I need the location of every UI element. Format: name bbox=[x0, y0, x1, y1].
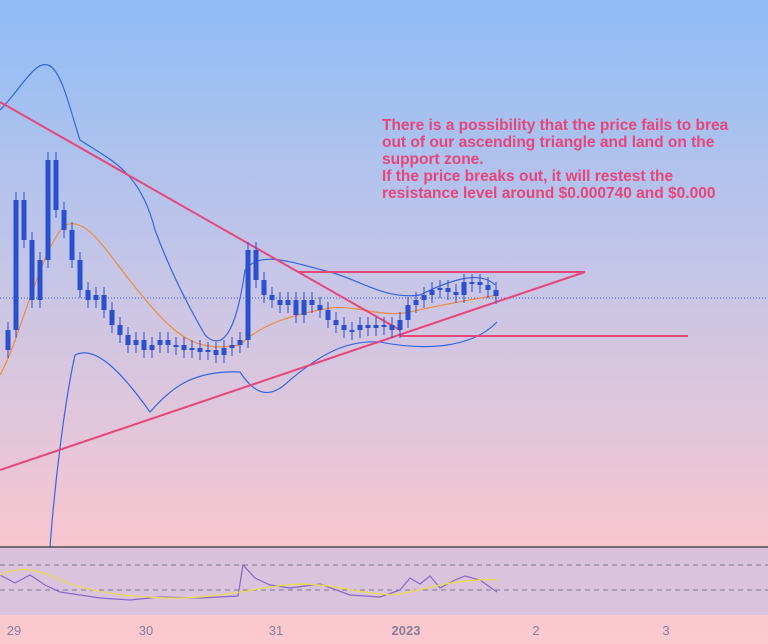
candle-body bbox=[397, 320, 403, 330]
annotation-line: resistance level around $0.000740 and $0… bbox=[382, 185, 715, 202]
candle-body bbox=[293, 300, 299, 315]
x-label: 31 bbox=[269, 623, 283, 638]
candle-body bbox=[373, 325, 379, 328]
lower-band bbox=[49, 321, 498, 548]
rsi-line bbox=[0, 563, 498, 601]
candle-body bbox=[493, 290, 499, 296]
candle-body bbox=[109, 310, 115, 325]
candle-body bbox=[93, 295, 99, 300]
rsi-average bbox=[0, 569, 498, 599]
candle-body bbox=[421, 295, 427, 300]
candle-body bbox=[429, 290, 435, 295]
candle-body bbox=[29, 240, 35, 300]
candle-body bbox=[325, 310, 331, 320]
candle-body bbox=[77, 260, 83, 290]
candle-body bbox=[253, 250, 259, 280]
candles bbox=[5, 152, 499, 363]
candle-body bbox=[213, 350, 219, 355]
candle-body bbox=[101, 295, 107, 310]
candle-body bbox=[133, 340, 139, 345]
candle-body bbox=[165, 340, 171, 345]
candle-body bbox=[229, 345, 235, 348]
candle-body bbox=[485, 285, 491, 290]
candle-body bbox=[13, 200, 19, 330]
candle-body bbox=[237, 340, 243, 345]
annotation-line: support zone. bbox=[382, 151, 484, 168]
candle-body bbox=[197, 348, 203, 352]
x-label: 29 bbox=[7, 623, 21, 638]
candle-body bbox=[445, 288, 451, 292]
candle-body bbox=[149, 345, 155, 350]
upper-band bbox=[0, 63, 496, 342]
candle-body bbox=[277, 300, 283, 305]
x-label: 2 bbox=[532, 623, 539, 638]
candle-body bbox=[125, 335, 131, 345]
candle-body bbox=[469, 282, 475, 284]
candle-body bbox=[157, 340, 163, 345]
candle-body bbox=[37, 260, 43, 300]
x-label: 3 bbox=[662, 623, 669, 638]
candle-body bbox=[117, 325, 123, 335]
candle-body bbox=[285, 300, 291, 305]
candle-body bbox=[453, 292, 459, 295]
candle-body bbox=[269, 295, 275, 300]
candle-body bbox=[349, 330, 355, 332]
candle-body bbox=[381, 325, 387, 327]
candle-body bbox=[245, 250, 251, 340]
candle-body bbox=[341, 325, 347, 330]
candle-body bbox=[301, 300, 307, 315]
candle-body bbox=[141, 340, 147, 350]
candle-body bbox=[53, 160, 59, 210]
candle-body bbox=[437, 288, 443, 290]
candle-body bbox=[365, 325, 371, 328]
candle-body bbox=[477, 282, 483, 285]
x-label: 2023 bbox=[392, 623, 421, 638]
candle-body bbox=[261, 280, 267, 295]
candle-body bbox=[21, 200, 27, 240]
candle-body bbox=[221, 348, 227, 355]
x-label: 30 bbox=[139, 623, 153, 638]
candle-body bbox=[317, 305, 323, 310]
candle-body bbox=[389, 325, 395, 330]
candle-body bbox=[357, 325, 363, 330]
candle-body bbox=[69, 230, 75, 260]
candle-body bbox=[205, 350, 211, 352]
annotation-line: There is a possibility that the price fa… bbox=[382, 117, 729, 134]
candle-body bbox=[61, 210, 67, 230]
candle-body bbox=[45, 160, 51, 260]
candle-body bbox=[461, 282, 467, 295]
candle-body bbox=[85, 290, 91, 300]
trend-lines bbox=[0, 101, 688, 471]
candle-body bbox=[189, 348, 195, 350]
candle-body bbox=[333, 320, 339, 325]
candle-body bbox=[405, 305, 411, 320]
rsi-panel bbox=[0, 547, 768, 615]
annotation-line: out of our ascending triangle and land o… bbox=[382, 134, 715, 151]
candle-body bbox=[413, 300, 419, 305]
candle-body bbox=[5, 330, 11, 350]
candle-body bbox=[173, 345, 179, 347]
annotation-line: If the price breaks out, it will restest… bbox=[382, 168, 674, 185]
candle-body bbox=[181, 345, 187, 350]
candle-body bbox=[309, 300, 315, 305]
